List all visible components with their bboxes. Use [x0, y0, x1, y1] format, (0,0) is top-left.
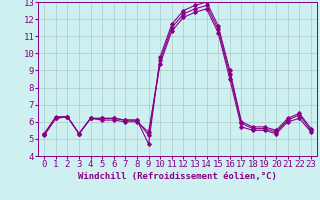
X-axis label: Windchill (Refroidissement éolien,°C): Windchill (Refroidissement éolien,°C) [78, 172, 277, 181]
